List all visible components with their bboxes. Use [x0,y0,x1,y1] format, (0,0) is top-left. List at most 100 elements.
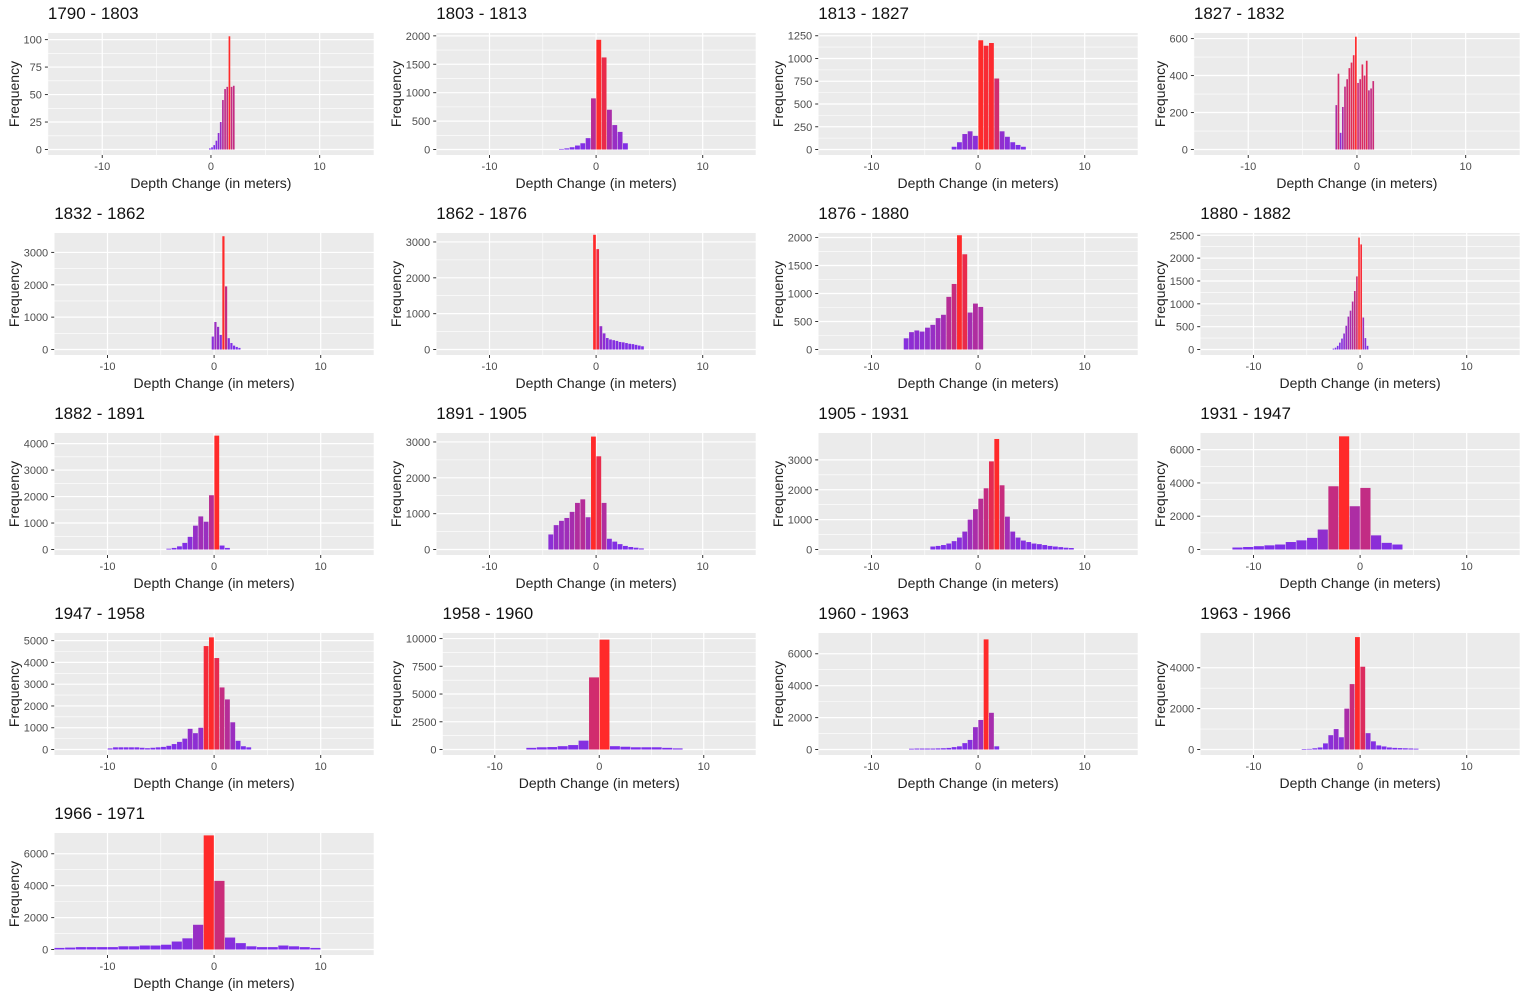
x-axis-label: Depth Change (in meters) [897,775,1059,791]
histogram-bar [233,345,236,350]
histogram-bar [155,747,161,750]
x-tick-label: -10 [100,561,116,573]
y-tick-label: 7500 [412,661,436,673]
histogram-bar [226,86,229,150]
y-tick-label: 2000 [788,713,812,725]
panel-title: 1966 - 1971 [54,804,145,823]
histogram-bar [641,346,644,350]
histogram-bar [1307,537,1318,550]
x-tick-label: -10 [100,361,116,373]
histogram-bar [962,134,968,150]
y-tick-label: 2000 [24,913,48,925]
y-tick-label: 4000 [788,681,812,693]
histogram-bar [235,740,241,750]
histogram-bar [623,143,628,150]
x-tick-label: 0 [975,161,981,173]
histogram-bar [161,944,172,950]
x-tick-label: -10 [482,561,498,573]
histogram-bar [628,343,632,350]
y-axis-label: Frequency [6,860,22,928]
histogram-bar [925,327,930,350]
histogram-bar [1047,545,1053,550]
histogram-bar [617,131,623,150]
x-tick-label: 0 [593,361,599,373]
x-tick-label: 10 [1460,161,1472,173]
histogram-bar [75,947,86,950]
histogram-bar [1334,347,1337,350]
x-axis-label: Depth Change (in meters) [515,575,677,591]
y-tick-label: 2500 [412,717,436,729]
histogram-bar [1381,746,1387,750]
histogram-bar [1253,546,1264,550]
histogram-panel: 1947 - 1958 -10 0 10 0 1000 2000 3000 4000 5000 De… [0,600,382,800]
y-axis-label: Frequency [770,460,786,528]
histogram-bar [1336,345,1339,350]
histogram-bar [967,739,973,750]
x-tick-label: 10 [315,961,327,973]
histogram-bar [219,334,222,350]
x-axis-label: Depth Change (in meters) [518,775,680,791]
histogram-bar [1366,345,1369,350]
y-tick-label: 3000 [406,237,430,249]
panel-title: 1958 - 1960 [442,604,534,623]
histogram-bar [1328,486,1339,550]
panel-title: 1960 - 1963 [818,604,909,623]
histogram-bar [1068,548,1074,550]
histogram-bar [618,341,622,350]
y-tick-label: 5000 [412,689,436,701]
histogram-bar [1323,743,1328,750]
histogram-bar [553,525,559,550]
histogram-bar [930,748,936,750]
histogram-bar [641,747,652,750]
y-axis-label: Frequency [6,460,22,528]
histogram-bar [1339,132,1342,150]
histogram-panel: 1891 - 1905 -10 0 10 0 1000 2000 3000 Depth Chan… [382,400,764,600]
histogram-plot: -10 0 10 0 1000 2000 3000 [788,433,1139,573]
histogram-bar [946,296,952,350]
histogram-plot: -10 0 10 0 2000 4000 6000 [1170,433,1521,573]
histogram-bar [1360,244,1362,350]
y-tick-label: 0 [806,745,812,757]
histogram-bar [615,340,619,350]
histogram-bar [989,43,994,150]
y-tick-label: 0 [42,745,48,757]
y-tick-label: 75 [30,62,42,74]
histogram-bar [1005,136,1010,150]
histogram-bar [107,748,113,750]
histogram-bar [983,639,989,750]
histogram-bar [1343,333,1345,350]
histogram-bar [1365,733,1371,750]
y-tick-label: 5000 [24,636,48,648]
histogram-bar [1312,748,1318,750]
y-tick-label: 100 [24,35,42,47]
y-tick-label: 2000 [1170,511,1194,523]
x-tick-label: 10 [1461,361,1473,373]
histogram-bar [166,548,172,550]
histogram-bar [171,744,177,750]
x-axis-label: Depth Change (in meters) [515,175,677,191]
panel-title: 1862 - 1876 [436,204,527,223]
histogram-bar [1339,436,1350,550]
histogram-bar [580,499,586,550]
histogram-bar [994,746,1000,750]
x-axis-label: Depth Change (in meters) [1279,775,1441,791]
histogram-bar [1015,144,1021,150]
histogram-bar [1052,546,1058,550]
histogram-bar [638,548,644,550]
x-tick-label: 10 [1461,761,1473,773]
y-tick-label: 1000 [788,288,812,300]
y-axis-label: Frequency [1152,460,1168,528]
histogram-plot: -10 0 10 0 500 1000 1500 2000 [406,31,757,173]
y-tick-label: 0 [430,745,436,757]
histogram-panel: 1813 - 1827 -10 0 10 0 250 500 750 1000 1250 Depth… [764,0,1146,200]
x-axis-label: Depth Change (in meters) [133,575,295,591]
histogram-bar [65,947,76,950]
panel-title: 1963 - 1966 [1200,604,1291,623]
histogram-bar [1413,748,1419,750]
histogram-bar [978,40,984,150]
histogram-bar [607,109,612,150]
y-tick-label: 0 [1188,745,1194,757]
y-tick-label: 0 [42,945,48,957]
histogram-bar [564,148,570,150]
histogram-bar [54,947,65,950]
